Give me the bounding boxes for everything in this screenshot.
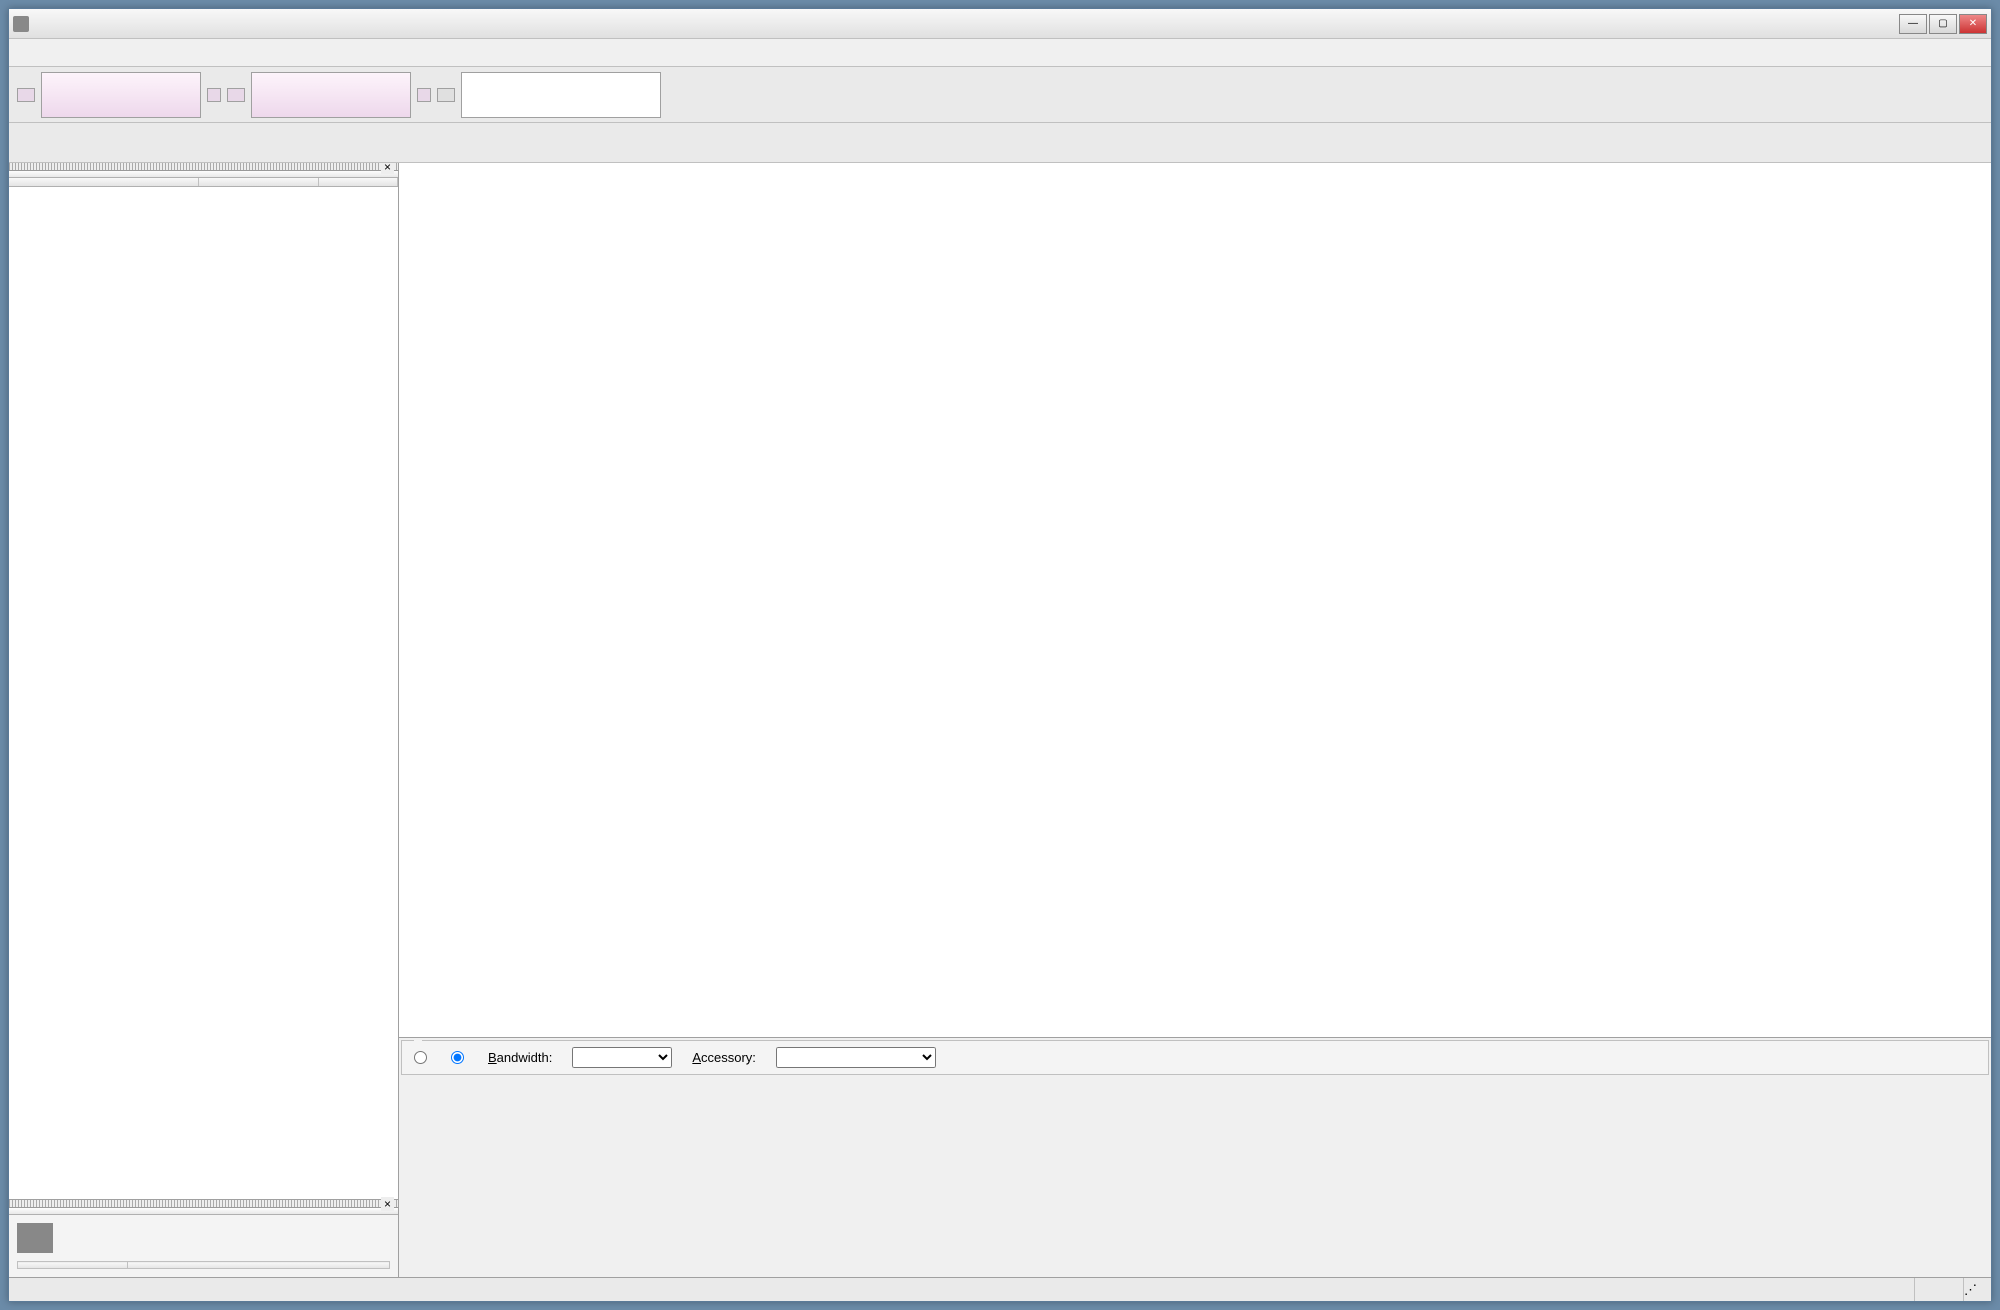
right-column: Bandwidth: Accessory: [399,163,1991,1277]
info-panel [9,178,398,1199]
ex-label [17,88,35,102]
cell-th-item[interactable] [18,1262,128,1269]
data-grid[interactable] [401,1077,1989,1277]
bandwidth-label: Bandwidth: [488,1050,552,1065]
ex-unit [207,88,221,102]
main-area: Bandwidth: Accessory: [9,163,1991,1277]
maximize-button[interactable]: ▢ [1929,14,1957,34]
app-icon [13,16,29,32]
cell-table [17,1261,390,1269]
info-panel-title [9,171,398,178]
status-num [1914,1278,1963,1301]
em-unit [417,88,431,102]
readout-bar [9,67,1991,123]
em-label [227,88,245,102]
cell-th-info[interactable] [128,1262,390,1269]
close-button[interactable]: ✕ [1959,14,1987,34]
spectrum-chart[interactable] [409,173,1951,1027]
accessory-select[interactable] [776,1047,936,1068]
data-controls: Bandwidth: Accessory: [401,1040,1989,1075]
info-panel-grip[interactable] [9,163,398,171]
info-header-content[interactable] [199,178,319,186]
info-header [9,178,398,187]
toolbar [9,123,1991,163]
cell-panel-title [9,1208,398,1215]
ex-value [41,72,201,118]
data-panel: Bandwidth: Accessory: [399,1037,1991,1277]
radio-ex[interactable] [414,1051,431,1064]
menubar [9,39,1991,67]
cell-holder-icon [17,1223,53,1253]
plot-area[interactable] [399,163,1991,1037]
radio-em[interactable] [451,1051,468,1064]
minimize-button[interactable]: — [1899,14,1927,34]
statusbar: ⋰ [9,1277,1991,1301]
cell-panel [9,1199,398,1277]
titlebar[interactable]: — ▢ ✕ [9,9,1991,39]
left-column [9,163,399,1277]
status-resize[interactable]: ⋰ [1963,1278,1983,1301]
info-header-item[interactable] [9,178,199,186]
accessory-label: Accessory: [692,1050,756,1065]
em-value [251,72,411,118]
cell-panel-grip[interactable] [9,1200,398,1208]
bandwidth-select[interactable] [572,1047,672,1068]
int-label [437,88,455,102]
int-value [461,72,661,118]
main-window: — ▢ ✕ [8,8,1992,1302]
